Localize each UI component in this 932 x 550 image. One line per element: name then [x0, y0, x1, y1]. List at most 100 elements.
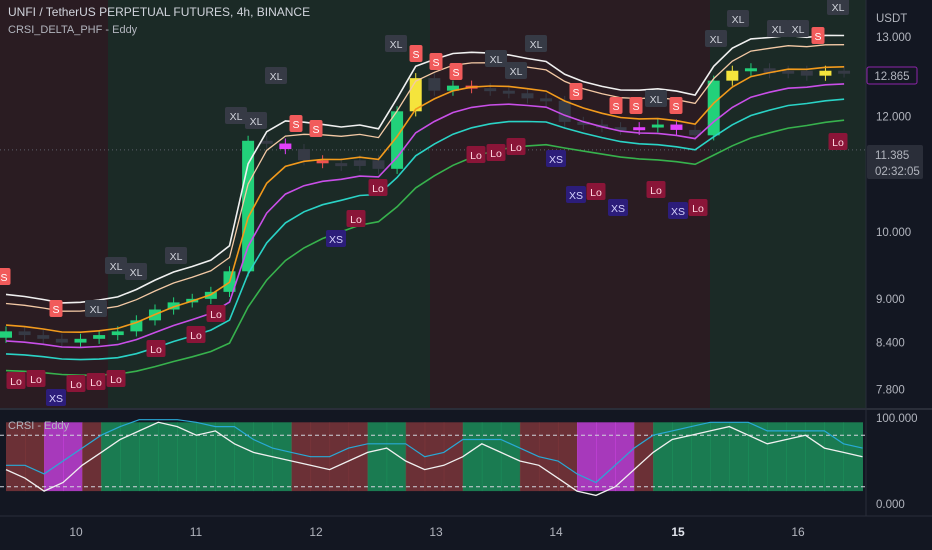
oscillator-band — [767, 422, 787, 492]
xl-tag-bg — [525, 35, 547, 52]
lo-tag-bg — [646, 181, 666, 198]
time-axis-label: 12 — [309, 525, 323, 539]
indicator-label[interactable]: CRSI_DELTA_PHF - Eddy — [8, 24, 138, 36]
xl-tag-bg — [385, 35, 407, 52]
xs-tag-label: XS — [611, 203, 625, 215]
symbol-title[interactable]: UNFI / TetherUS PERPETUAL FUTURES, 4h, B… — [8, 5, 311, 19]
xs-tag-bg — [546, 150, 566, 167]
xl-tag-label: XL — [270, 71, 283, 83]
oscillator-band — [158, 422, 178, 492]
countdown-label: 02:32:05 — [875, 166, 920, 178]
s-tag-label: S — [814, 31, 821, 43]
oscillator-band — [367, 422, 388, 492]
oscillator-band — [596, 422, 616, 492]
xl-tag-label: XL — [130, 267, 143, 279]
candle-body — [297, 149, 310, 161]
candle-body — [372, 160, 385, 169]
lo-tag-bg — [86, 373, 106, 390]
xl-tag-bg — [645, 90, 667, 107]
lo-tag-label: Lo — [210, 309, 222, 321]
lo-tag-label: Lo — [90, 377, 102, 389]
candle-body — [391, 111, 404, 169]
lo-tag-bg — [586, 183, 606, 200]
candle-body — [446, 85, 459, 91]
oscillator-band — [101, 422, 121, 492]
s-tag-label: S — [672, 101, 679, 113]
ma-magenta-line — [5, 83, 845, 349]
oscillator-band — [386, 422, 407, 492]
xl-tag-bg — [787, 20, 809, 37]
oscillator-band — [25, 422, 45, 492]
ma-peach-line — [5, 44, 845, 312]
xl-tag-label: XL — [490, 54, 503, 66]
candle-body — [689, 129, 702, 136]
s-tag-bg — [629, 97, 643, 114]
candle-body — [242, 140, 255, 272]
xl-tag-label: XL — [710, 34, 723, 46]
lo-tag-bg — [828, 133, 848, 150]
oscillator-band — [786, 422, 806, 492]
price-label-hidden: 13.000 — [876, 32, 911, 44]
crsi-line — [5, 421, 863, 497]
s-tag-bg — [289, 115, 303, 132]
oscillator-band — [443, 422, 464, 492]
lo-tag-label: Lo — [590, 187, 602, 199]
ma-white-line — [5, 34, 845, 304]
oscillator-band — [272, 422, 292, 492]
oscillator-band — [291, 422, 312, 492]
candle-body — [633, 127, 646, 131]
oscillator-band — [519, 422, 540, 492]
xs-tag-bg — [326, 230, 346, 247]
sub-indicator-label[interactable]: CRSI - Eddy — [8, 420, 70, 432]
oscillator-band — [253, 422, 273, 492]
lo-tag-bg — [206, 305, 226, 322]
xl-tag-bg — [727, 10, 749, 27]
xs-tag-label: XS — [569, 190, 583, 202]
xl-tag-label: XL — [230, 111, 243, 123]
osc-axis-label-0: 0.000 — [876, 499, 905, 511]
oscillator-band — [653, 422, 673, 492]
price-axis-label: 12.000 — [876, 112, 911, 124]
candle-body — [819, 70, 832, 76]
xl-tag-label: XL — [832, 2, 845, 14]
lo-tag-label: Lo — [110, 374, 122, 386]
candle-body — [577, 121, 590, 125]
osc-axis-label-100: 100.000 — [876, 413, 918, 425]
time-axis-label: 15 — [671, 525, 685, 539]
currency-label: USDT — [876, 13, 907, 25]
ma-green-line — [5, 119, 845, 377]
crsi-envelope-line — [6, 419, 863, 484]
lo-tag-bg — [186, 326, 206, 343]
candle-body — [726, 70, 739, 81]
candle-body — [651, 124, 664, 128]
candle-body — [37, 335, 50, 339]
oscillator-band — [576, 422, 597, 492]
lo-tag-label: Lo — [510, 142, 522, 154]
candle-body — [763, 68, 776, 74]
s-tag-label: S — [452, 67, 459, 79]
lo-tag-label: Lo — [190, 330, 202, 342]
oscillator-band — [139, 422, 159, 492]
xs-tag-label: XS — [49, 393, 63, 405]
time-axis-label: 10 — [69, 525, 83, 539]
candle-body — [130, 320, 143, 332]
candle-body — [540, 98, 553, 102]
xl-tag-bg — [225, 107, 247, 124]
s-tag-bg — [409, 45, 423, 62]
s-tag-label: S — [612, 101, 619, 113]
oscillator-band — [63, 422, 83, 492]
xl-tag-label: XL — [390, 39, 403, 51]
candle-body — [428, 78, 441, 91]
candle-body — [316, 160, 329, 164]
time-axis-label: 16 — [791, 525, 805, 539]
lo-tag-label: Lo — [30, 374, 42, 386]
oscillator-band — [177, 422, 197, 492]
oscillator-band — [672, 422, 692, 492]
price-axis-label: 8.400 — [876, 338, 905, 350]
lo-tag-bg — [368, 179, 388, 196]
lo-tag-label: Lo — [150, 344, 162, 356]
candle-body — [838, 70, 851, 74]
oscillator-band — [538, 422, 559, 492]
